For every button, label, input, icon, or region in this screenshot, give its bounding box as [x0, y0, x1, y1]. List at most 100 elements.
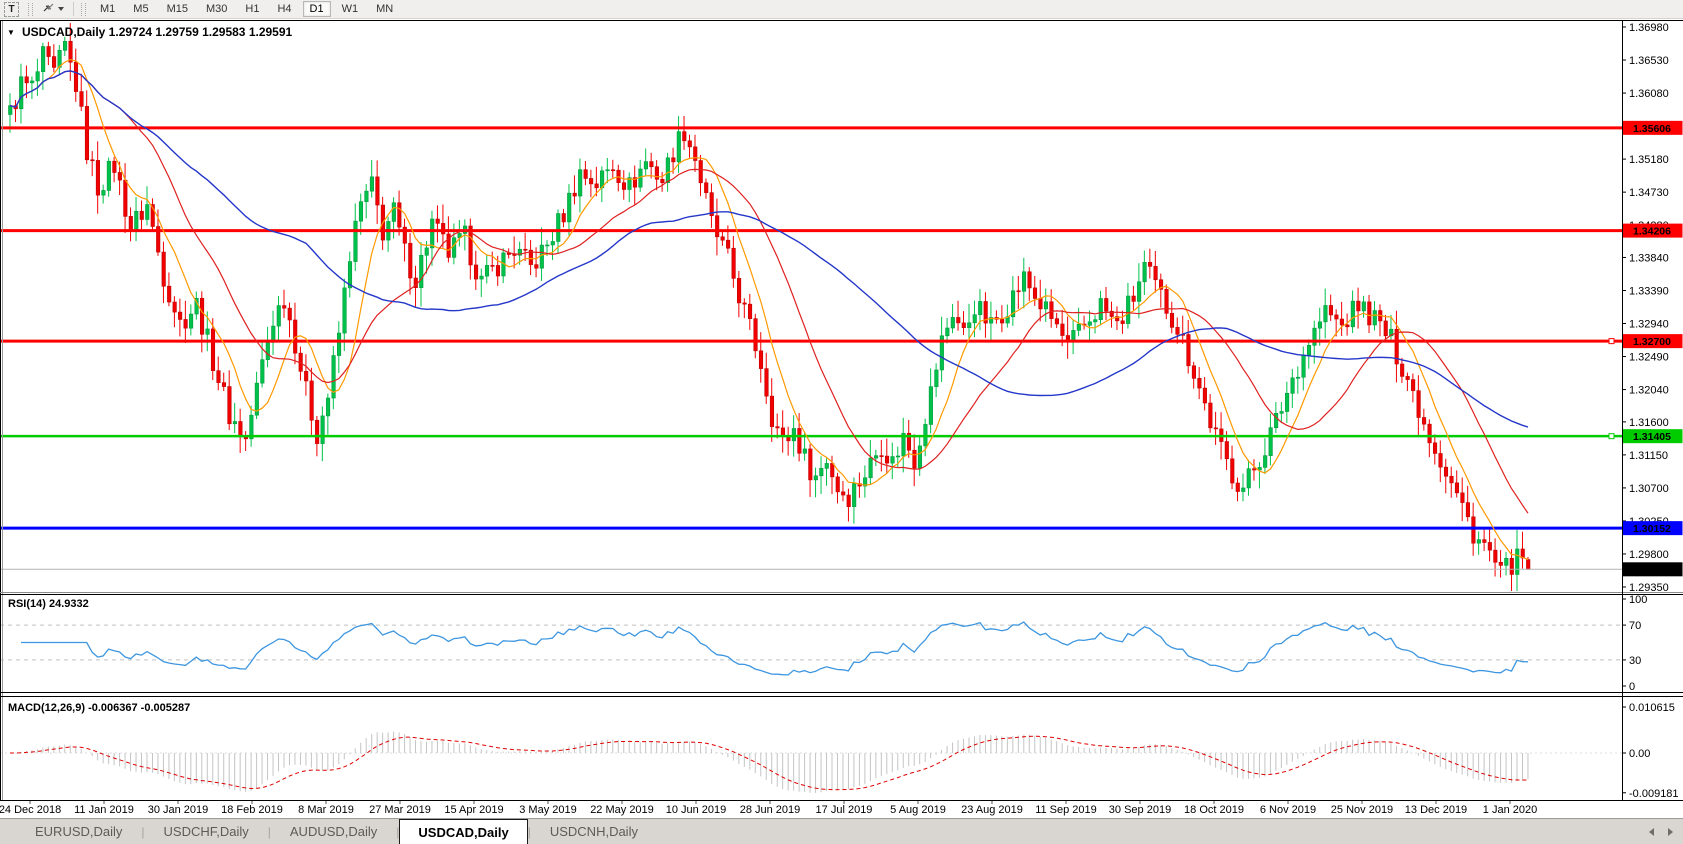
date-tick-label: 30 Sep 2019 — [1109, 804, 1171, 816]
rsi-line — [21, 621, 1529, 676]
panel-borders — [0, 10, 1683, 801]
date-tick-label: 30 Jan 2019 — [148, 804, 209, 816]
chart-tab-audusd[interactable]: AUDUSD,Daily — [289, 824, 378, 839]
price-tick-label: 1.36080 — [1629, 88, 1669, 100]
svg-text:1.34206: 1.34206 — [1633, 226, 1671, 238]
tab-separator: | — [396, 824, 400, 839]
price-tick-label: 1.31150 — [1629, 450, 1668, 462]
moving-averages — [9, 58, 1529, 561]
timeframe-button-d1[interactable]: D1 — [302, 1, 331, 17]
price-tick-label: 1.29350 — [1629, 582, 1669, 594]
macd-signal-line — [10, 735, 1529, 791]
chart-title: USDCAD,Daily 1.29724 1.29759 1.29583 1.2… — [22, 25, 293, 39]
price-tick-label: 1.32940 — [1629, 319, 1669, 331]
rsi-scale-label: 0 — [1629, 681, 1635, 693]
date-tick-label: 13 Dec 2019 — [1405, 804, 1467, 816]
date-tick-label: 24 Dec 2018 — [0, 804, 61, 816]
tab-scroll-left-icon[interactable] — [1649, 828, 1654, 836]
tab-separator: | — [141, 824, 145, 839]
price-tag-1.30152: 1.30152 — [1622, 521, 1683, 536]
timeframe-button-m1[interactable]: M1 — [93, 1, 122, 17]
dropdown-caret-icon — [58, 7, 64, 11]
price-tick-label: 1.31600 — [1629, 417, 1669, 429]
chart-tab-usdcnh[interactable]: USDCNH,Daily — [549, 824, 638, 839]
timeframe-button-mn[interactable]: MN — [369, 1, 400, 17]
symbol-dropdown-icon[interactable]: ▼ — [7, 28, 15, 37]
price-tag-1.35606: 1.35606 — [1622, 120, 1683, 135]
timeframe-button-m5[interactable]: M5 — [126, 1, 155, 17]
date-axis[interactable]: 24 Dec 2018 11 Jan 2019 30 Jan 2019 18 Feb … — [0, 800, 1537, 816]
date-tick-label: 11 Sep 2019 — [1035, 804, 1097, 816]
toolbar-grip[interactable] — [28, 2, 33, 16]
date-tick-label: 5 Aug 2019 — [890, 804, 946, 816]
macd-histogram — [14, 731, 1529, 793]
date-tick-label: 3 May 2019 — [519, 804, 576, 816]
timeframe-button-group: M1 M5 M15 M30 H1 H4 D1 W1 MN — [91, 1, 402, 17]
ma-slow-line — [9, 70, 1529, 428]
tab-scroll-arrows — [1649, 819, 1673, 844]
price-tick-label: 1.36530 — [1629, 55, 1669, 67]
rsi-scale-label: 70 — [1629, 620, 1641, 632]
price-tag-1.32700: 1.32700 — [1622, 334, 1683, 349]
timeframe-button-w1[interactable]: W1 — [335, 1, 366, 17]
text-tool-button[interactable]: T — [4, 1, 19, 17]
svg-text:1.29591: 1.29591 — [1633, 564, 1671, 576]
date-tick-label: 15 Apr 2019 — [444, 804, 503, 816]
tab-separator: | — [267, 824, 271, 839]
chart-tab-eurusd[interactable]: EURUSD,Daily — [35, 824, 123, 839]
toolbar: T M1 M5 M15 M30 H1 H4 D1 W1 MN — [0, 0, 1683, 19]
rsi-scale-label: 100 — [1629, 594, 1647, 606]
date-tick-label: 18 Feb 2019 — [221, 804, 283, 816]
macd-label: MACD(12,26,9) -0.006367 -0.005287 — [8, 702, 190, 714]
date-tick-label: 8 Mar 2019 — [298, 804, 354, 816]
date-tick-label: 22 May 2019 — [590, 804, 654, 816]
rsi-label: RSI(14) 24.9332 — [8, 598, 89, 610]
price-tick-label: 1.33390 — [1629, 285, 1669, 297]
date-tick-label: 10 Jun 2019 — [666, 804, 727, 816]
chart-canvas[interactable]: 1.369801.365301.360801.356301.351801.347… — [0, 0, 1683, 818]
timeframe-button-m30[interactable]: M30 — [199, 1, 234, 17]
tab-list: EURUSD,Daily | USDCHF,Daily | AUDUSD,Daily | U… — [16, 819, 657, 844]
price-tick-label: 1.32490 — [1629, 352, 1669, 364]
toolbar-separator — [73, 2, 74, 16]
pointer-tool-button[interactable] — [39, 2, 67, 17]
macd-panel: 0.010615 0.00 -0.009181 — [0, 702, 1679, 800]
tab-separator: | — [527, 824, 531, 839]
chart-tab-bar: EURUSD,Daily | USDCHF,Daily | AUDUSD,Daily | U… — [0, 818, 1683, 844]
tab-scroll-right-icon[interactable] — [1668, 828, 1673, 836]
timeframe-button-h4[interactable]: H4 — [270, 1, 298, 17]
rsi-scale-label: 30 — [1629, 655, 1641, 667]
svg-text:1.30152: 1.30152 — [1633, 523, 1671, 535]
toolbar-grip[interactable] — [81, 2, 86, 16]
price-tick-label: 1.36980 — [1629, 22, 1669, 34]
price-tick-label: 1.33840 — [1629, 252, 1669, 264]
hline-1.32700[interactable] — [0, 338, 1622, 345]
hline-1.31405[interactable] — [0, 433, 1622, 440]
price-tick-label: 1.35180 — [1629, 154, 1669, 166]
chart-tab-usdchf[interactable]: USDCHF,Daily — [163, 824, 249, 839]
chart-tab-usdcad[interactable]: USDCAD,Daily — [399, 819, 528, 844]
price-tick-label: 1.32040 — [1629, 385, 1669, 397]
price-tag-1.31405: 1.31405 — [1622, 429, 1683, 444]
double-arrow-icon — [42, 2, 55, 16]
candlestick-series — [8, 23, 1531, 591]
price-scale[interactable]: 1.369801.365301.360801.356301.351801.347… — [1622, 22, 1669, 594]
date-tick-label: 25 Nov 2019 — [1331, 804, 1393, 816]
svg-text:1.32700: 1.32700 — [1633, 336, 1671, 348]
date-tick-label: 11 Jan 2019 — [74, 804, 134, 816]
date-tick-label: 18 Oct 2019 — [1184, 804, 1244, 816]
date-tick-label: 28 Jun 2019 — [740, 804, 801, 816]
ma-fast-line — [9, 58, 1529, 561]
svg-text:1.31405: 1.31405 — [1633, 431, 1671, 443]
date-tick-label: 1 Jan 2020 — [1483, 804, 1537, 816]
price-tick-label: 1.30700 — [1629, 483, 1669, 495]
ma-medium-line — [9, 70, 1529, 514]
price-tick-label: 1.34730 — [1629, 187, 1669, 199]
timeframe-button-m15[interactable]: M15 — [160, 1, 195, 17]
svg-text:1.35606: 1.35606 — [1633, 123, 1671, 135]
timeframe-button-h1[interactable]: H1 — [238, 1, 266, 17]
price-tick-label: 1.29800 — [1629, 549, 1669, 561]
date-tick-label: 23 Aug 2019 — [961, 804, 1023, 816]
date-tick-label: 27 Mar 2019 — [369, 804, 431, 816]
